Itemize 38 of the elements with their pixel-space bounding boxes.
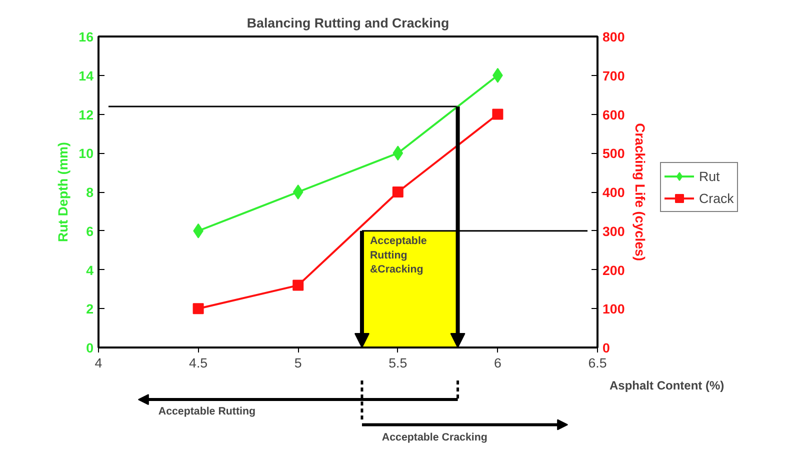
point: [292, 280, 304, 291]
point: [292, 184, 304, 200]
x-tick-label: 6: [494, 356, 502, 370]
y2-tick-label: 300: [602, 224, 625, 239]
y2-tick-label: 500: [602, 146, 625, 162]
text: Acceptable Rutting: [158, 406, 256, 418]
y-tick-label: 14: [78, 68, 94, 84]
point: [192, 303, 204, 314]
x-tick-label: 5.5: [388, 356, 408, 370]
y2-tick-label: 200: [602, 262, 625, 278]
y2-tick-label: 400: [602, 185, 625, 200]
legend-label: Crack: [699, 190, 734, 206]
y-tick-label: 0: [86, 340, 94, 356]
text: Acceptable Cracking: [382, 432, 488, 444]
y-tick-label: 10: [78, 146, 94, 162]
y2-tick-label: 800: [602, 30, 625, 44]
y2-tick-label: 0: [602, 340, 610, 356]
y-tick-label: 12: [78, 107, 94, 122]
y-tick-label: 16: [78, 30, 94, 44]
point: [492, 108, 504, 120]
x-tick-label: 6.5: [588, 356, 607, 370]
x-tick-label: 4.5: [189, 356, 208, 370]
chart-title: Balancing Rutting and Cracking: [246, 16, 450, 30]
x-axis-title: Asphalt Content (%): [610, 378, 724, 392]
band-label: Acceptable Rutting &Cracking: [370, 234, 427, 276]
y2-tick-label: 700: [602, 68, 625, 84]
legend-label: Rut: [699, 168, 720, 184]
point: [392, 146, 404, 161]
y2-tick-label: 600: [602, 107, 625, 122]
y-tick-label: 8: [86, 185, 94, 200]
y2-axis-title: Cracking Life (cycles): [632, 123, 648, 261]
y-axis-title: Rut Depth (mm): [56, 142, 71, 242]
y-tick-label: 4: [86, 262, 94, 278]
y2-tick-label: 100: [602, 302, 625, 317]
y-tick-label: 2: [86, 302, 94, 317]
point: [392, 186, 404, 198]
x-tick-label: 5: [294, 356, 302, 370]
y-tick-label: 6: [86, 224, 94, 239]
